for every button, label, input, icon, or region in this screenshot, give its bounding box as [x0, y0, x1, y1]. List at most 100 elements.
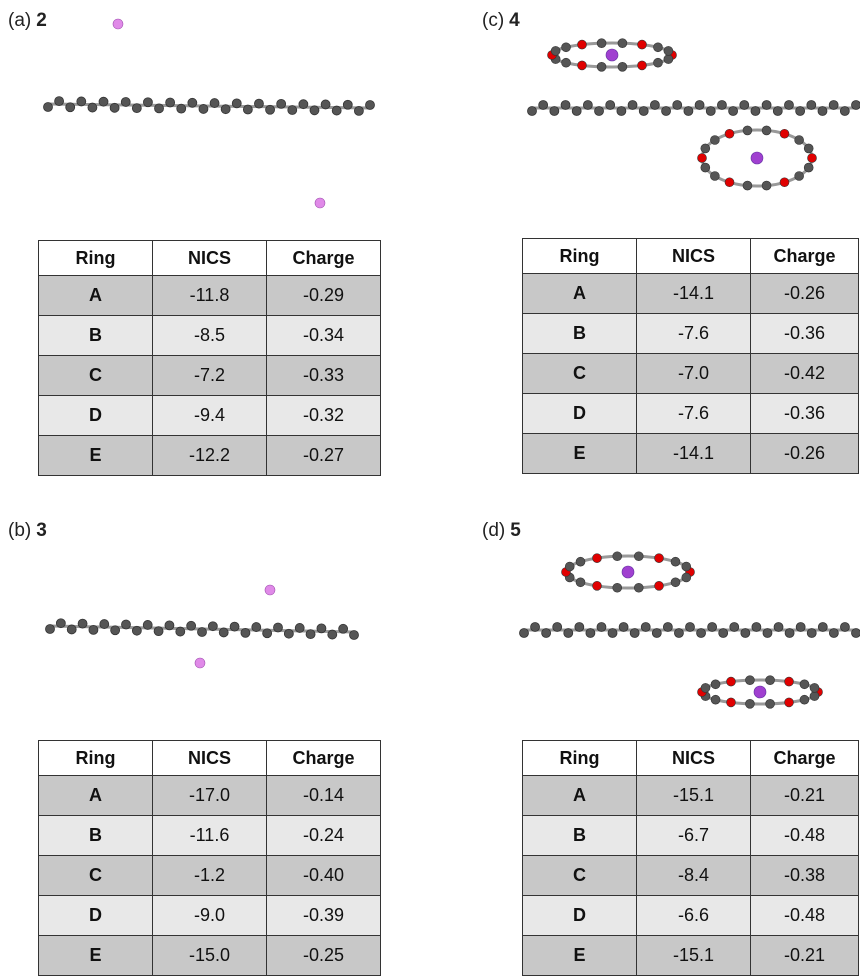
- carbon-atom: [597, 39, 606, 48]
- table-row: A-14.1-0.26: [523, 274, 859, 314]
- table-cell: -0.34: [267, 316, 381, 356]
- header-cell: NICS: [637, 741, 751, 776]
- carbon-atom: [745, 699, 754, 708]
- carbon-atom: [674, 629, 683, 638]
- table-cell: -0.14: [267, 776, 381, 816]
- carbon-atom: [784, 101, 793, 110]
- carbon-atom: [671, 557, 680, 566]
- panel-label: (c)4: [482, 10, 520, 32]
- carbon-atom: [829, 629, 838, 638]
- carbon-atom: [583, 101, 592, 110]
- table-cell: A: [523, 274, 637, 314]
- header-cell: Charge: [267, 741, 381, 776]
- table-cell: E: [523, 434, 637, 474]
- table-cell: -0.26: [751, 434, 859, 474]
- metal-ion: [265, 585, 275, 595]
- carbon-atom: [800, 695, 809, 704]
- carbon-atom: [550, 107, 559, 116]
- table-cell: -6.6: [637, 896, 751, 936]
- table-cell: -0.29: [267, 276, 381, 316]
- table-cell: E: [39, 936, 153, 976]
- table-cell: C: [39, 856, 153, 896]
- carbon-atom: [730, 623, 739, 632]
- table-row: B-7.6-0.36: [523, 314, 859, 354]
- carbon-atom: [67, 625, 76, 634]
- carbon-atom: [743, 181, 752, 190]
- table-cell: D: [523, 394, 637, 434]
- carbon-atom: [198, 628, 207, 637]
- carbon-atom: [586, 629, 595, 638]
- carbon-atom: [143, 98, 152, 107]
- compound-number: 2: [36, 10, 47, 31]
- table-cell: -0.36: [751, 314, 859, 354]
- oxygen-atom: [655, 581, 664, 590]
- table-cell: -0.21: [751, 936, 859, 976]
- header-cell: Charge: [751, 239, 859, 274]
- carbon-atom: [575, 623, 584, 632]
- header-cell: Ring: [39, 241, 153, 276]
- table-cell: -0.39: [267, 896, 381, 936]
- oxygen-atom: [593, 554, 602, 563]
- table-cell: -0.48: [751, 816, 859, 856]
- carbon-atom: [796, 623, 805, 632]
- table-cell: A: [39, 276, 153, 316]
- carbon-atom: [565, 562, 574, 571]
- carbon-atom: [520, 629, 529, 638]
- table-cell: -15.0: [153, 936, 267, 976]
- table-row: A-15.1-0.21: [523, 776, 859, 816]
- carbon-atom: [763, 629, 772, 638]
- panel-letter: (c): [482, 10, 504, 31]
- carbon-atom: [187, 621, 196, 630]
- carbon-atom: [44, 103, 53, 112]
- oxygen-atom: [655, 554, 664, 563]
- carbon-atom: [741, 629, 750, 638]
- table-row: B-6.7-0.48: [523, 816, 859, 856]
- carbon-atom: [719, 629, 728, 638]
- carbon-atom: [343, 100, 352, 109]
- table-row: D-6.6-0.48: [523, 896, 859, 936]
- carbon-atom: [652, 629, 661, 638]
- panel-letter: (a): [8, 10, 31, 31]
- header-cell: Charge: [267, 241, 381, 276]
- table-cell: B: [523, 314, 637, 354]
- carbon-atom: [795, 136, 804, 145]
- table-cell: -0.26: [751, 274, 859, 314]
- table-cell: -0.42: [751, 354, 859, 394]
- carbon-atom: [774, 623, 783, 632]
- carbon-atom: [122, 620, 131, 629]
- table-cell: -9.4: [153, 396, 267, 436]
- table-cell: -7.6: [637, 314, 751, 354]
- carbon-atom: [785, 629, 794, 638]
- carbon-atom: [595, 107, 604, 116]
- carbon-atom: [606, 101, 615, 110]
- carbon-atom: [332, 106, 341, 115]
- carbon-atom: [562, 58, 571, 67]
- table-row: D-9.0-0.39: [39, 896, 381, 936]
- carbon-atom: [366, 101, 375, 110]
- table-cell: C: [39, 356, 153, 396]
- carbon-atom: [553, 623, 562, 632]
- panel-letter: (d): [482, 520, 505, 541]
- header-cell: Ring: [39, 741, 153, 776]
- table-cell: E: [39, 436, 153, 476]
- oxygen-atom: [725, 129, 734, 138]
- carbon-atom: [111, 626, 120, 635]
- carbon-atom: [241, 628, 250, 637]
- table-cell: -17.0: [153, 776, 267, 816]
- carbon-atom: [619, 623, 628, 632]
- carbon-atom: [188, 98, 197, 107]
- carbon-atom: [708, 623, 717, 632]
- carbon-atom: [682, 573, 691, 582]
- carbon-atom: [662, 107, 671, 116]
- table-cell: -0.24: [267, 816, 381, 856]
- metal-ion: [315, 198, 325, 208]
- carbon-atom: [252, 623, 261, 632]
- carbon-atom: [766, 699, 775, 708]
- carbon-atom: [766, 676, 775, 685]
- carbon-atom: [807, 629, 816, 638]
- table-cell: E: [523, 936, 637, 976]
- carbon-atom: [653, 58, 662, 67]
